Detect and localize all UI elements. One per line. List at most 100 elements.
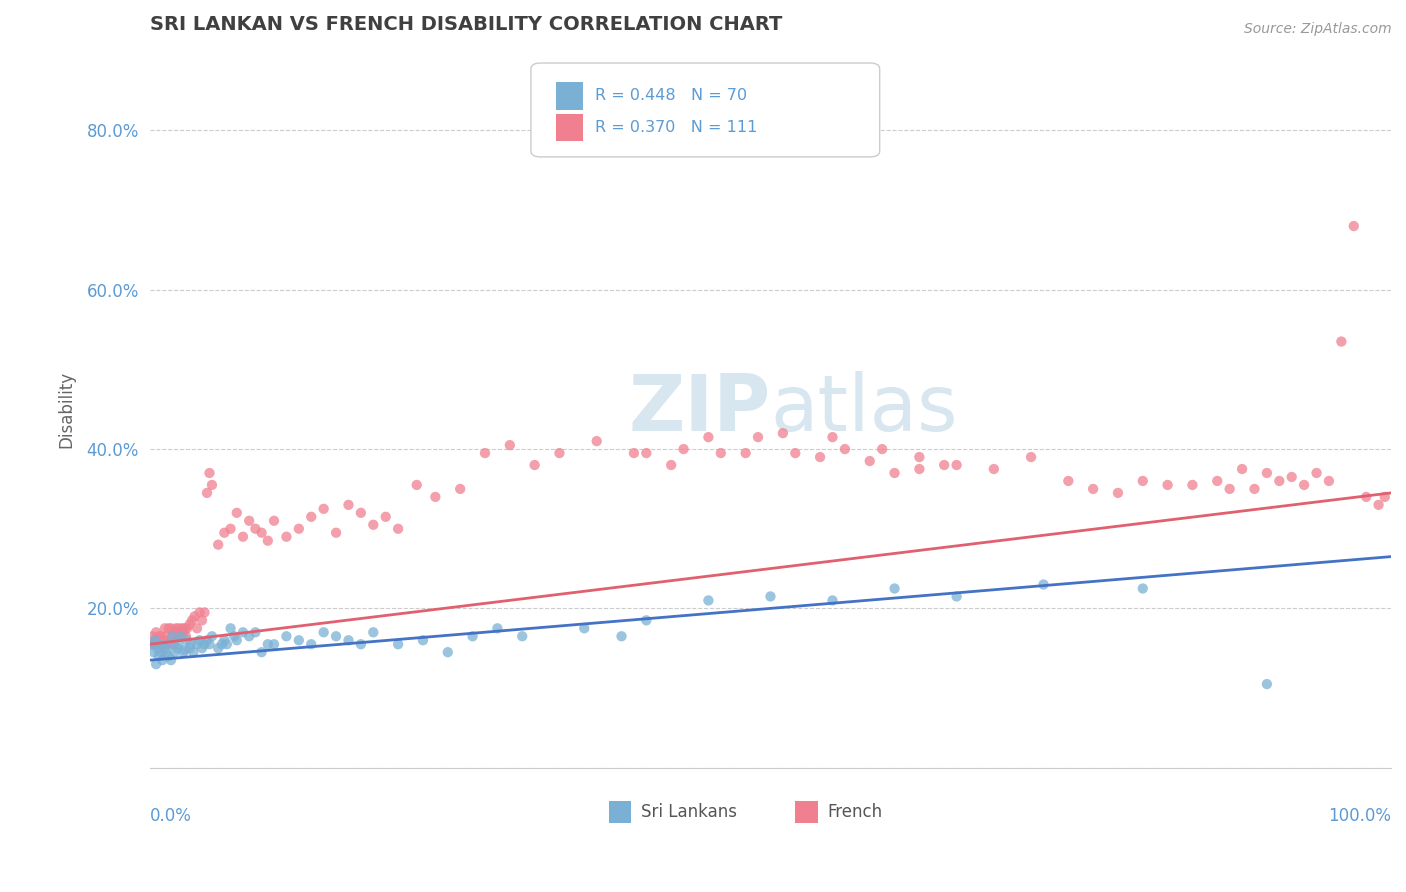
Point <box>449 482 471 496</box>
Point <box>1374 490 1396 504</box>
Point <box>1256 466 1278 480</box>
Point <box>1081 482 1104 496</box>
Point <box>174 629 197 643</box>
Point <box>1256 677 1278 691</box>
Point <box>160 621 183 635</box>
Point <box>510 629 533 643</box>
Point <box>821 430 844 444</box>
Point <box>181 613 204 627</box>
Point <box>574 621 596 635</box>
Point <box>179 641 201 656</box>
Point <box>162 629 184 643</box>
Point <box>636 613 658 627</box>
Text: Sri Lankans: Sri Lankans <box>641 803 737 822</box>
Point <box>772 426 794 441</box>
Point <box>1230 462 1253 476</box>
Point <box>191 641 214 656</box>
Point <box>1243 482 1265 496</box>
Point <box>188 633 211 648</box>
Point <box>146 637 169 651</box>
FancyBboxPatch shape <box>531 63 880 157</box>
Point <box>170 629 193 643</box>
Bar <box>555 114 583 141</box>
Point <box>160 653 183 667</box>
Point <box>152 633 174 648</box>
Point <box>523 458 546 472</box>
Point <box>1281 470 1303 484</box>
Point <box>183 645 205 659</box>
Point <box>195 633 218 648</box>
Point <box>1132 582 1154 596</box>
Point <box>785 446 807 460</box>
Point <box>193 606 215 620</box>
Point <box>176 633 198 648</box>
Point <box>337 633 360 648</box>
Point <box>474 446 496 460</box>
Point <box>188 606 211 620</box>
Point <box>908 450 931 464</box>
Point <box>299 509 322 524</box>
Point <box>186 637 208 651</box>
Text: SRI LANKAN VS FRENCH DISABILITY CORRELATION CHART: SRI LANKAN VS FRENCH DISABILITY CORRELAT… <box>150 15 782 34</box>
Point <box>143 633 166 648</box>
Point <box>201 478 224 492</box>
Text: ZIP: ZIP <box>628 371 770 447</box>
Point <box>145 657 167 672</box>
Point <box>150 637 173 651</box>
Point <box>153 641 176 656</box>
Point <box>834 442 856 456</box>
Point <box>1019 450 1042 464</box>
Point <box>232 625 254 640</box>
Point <box>870 442 893 456</box>
Point <box>214 525 236 540</box>
Point <box>238 629 260 643</box>
Point <box>159 633 181 648</box>
Point <box>207 538 229 552</box>
Point <box>150 653 173 667</box>
Point <box>759 590 782 604</box>
Bar <box>609 801 631 823</box>
Point <box>179 617 201 632</box>
Point <box>808 450 831 464</box>
Point <box>198 466 221 480</box>
Point <box>146 641 169 656</box>
Point <box>934 458 956 472</box>
Point <box>425 490 447 504</box>
Point <box>710 446 733 460</box>
Point <box>672 442 695 456</box>
Point <box>1219 482 1241 496</box>
Point <box>659 458 682 472</box>
Point <box>191 613 214 627</box>
Point <box>167 621 190 635</box>
Point <box>207 641 229 656</box>
Point <box>1107 486 1129 500</box>
Point <box>405 478 427 492</box>
Point <box>312 625 335 640</box>
Point <box>250 525 273 540</box>
Point <box>143 633 166 648</box>
Point <box>585 434 607 449</box>
Point <box>166 641 188 656</box>
Point <box>142 645 165 659</box>
Point <box>908 462 931 476</box>
Point <box>214 633 236 648</box>
Point <box>1268 474 1291 488</box>
Point <box>169 625 191 640</box>
Point <box>883 466 905 480</box>
Point <box>139 637 162 651</box>
Point <box>165 621 187 635</box>
Point <box>821 593 844 607</box>
Point <box>263 637 285 651</box>
Point <box>150 629 173 643</box>
Point <box>219 522 242 536</box>
Point <box>1355 490 1378 504</box>
Point <box>263 514 285 528</box>
Point <box>153 621 176 635</box>
Point <box>157 649 180 664</box>
Point <box>172 625 194 640</box>
Point <box>149 637 172 651</box>
Point <box>486 621 509 635</box>
Point <box>224 629 246 643</box>
Point <box>1206 474 1229 488</box>
Point <box>170 629 193 643</box>
